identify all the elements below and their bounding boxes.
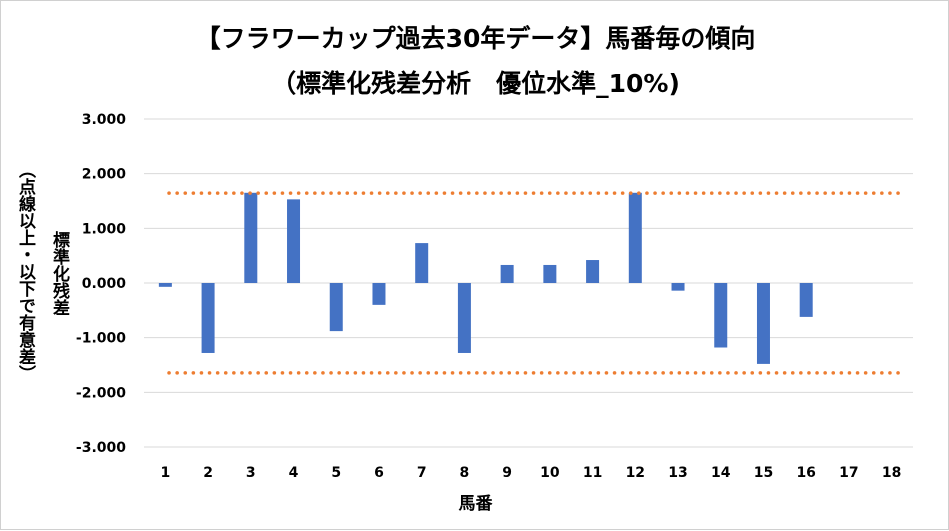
bar: [287, 199, 301, 283]
y-axis-label: 標準化残差: [49, 231, 69, 316]
y-tick-label: 2.000: [82, 167, 127, 183]
bar: [158, 283, 172, 287]
x-tick-label: 9: [502, 465, 512, 481]
bar: [586, 260, 600, 283]
y-axis-label-note: （点線以上・以下で有意差）: [15, 161, 35, 382]
x-tick-label: 11: [583, 465, 602, 481]
bar: [543, 264, 557, 283]
bar: [415, 243, 429, 283]
x-tick-label: 14: [711, 465, 731, 481]
x-axis-label: 馬番: [458, 494, 493, 514]
x-tick-label: 10: [540, 465, 560, 481]
y-tick-label: 3.000: [82, 112, 127, 128]
x-tick-label: 5: [331, 465, 341, 481]
x-tick-label: 15: [754, 465, 773, 481]
bar: [244, 192, 258, 283]
x-tick-label: 6: [374, 465, 384, 481]
x-tick-label: 3: [246, 465, 256, 481]
y-tick-label: 0.000: [82, 276, 127, 292]
x-tick-label: 12: [626, 465, 645, 481]
bar: [457, 283, 471, 353]
x-tick-label: 7: [417, 465, 427, 481]
x-tick-label: 8: [460, 465, 470, 481]
bar: [628, 192, 642, 283]
bar: [329, 283, 343, 332]
bar: [201, 283, 215, 353]
x-tick-label: 2: [203, 465, 213, 481]
x-tick-label: 13: [668, 465, 687, 481]
y-tick-label: -3.000: [76, 440, 126, 456]
y-tick-label: 1.000: [82, 221, 127, 237]
x-tick-label: 1: [160, 465, 170, 481]
bar: [671, 283, 685, 291]
y-tick-label: -2.000: [76, 385, 126, 401]
bar: [372, 283, 386, 305]
bar: [756, 283, 770, 364]
y-tick-label: -1.000: [76, 331, 126, 347]
x-tick-label: 16: [796, 465, 815, 481]
chart-title-line2: （標準化残差分析 優位水準_10%): [271, 69, 680, 98]
bar: [500, 264, 514, 283]
y-axis-label-group: 標準化残差 （点線以上・以下で有意差）: [1, 131, 81, 431]
x-tick-label: 18: [882, 465, 901, 481]
bar: [799, 283, 813, 317]
bar: [714, 283, 728, 348]
chart-title-line1: 【フラワーカップ過去30年データ】馬番毎の傾向: [195, 24, 756, 53]
x-tick-label: 4: [289, 465, 299, 481]
x-tick-label: 17: [839, 465, 858, 481]
